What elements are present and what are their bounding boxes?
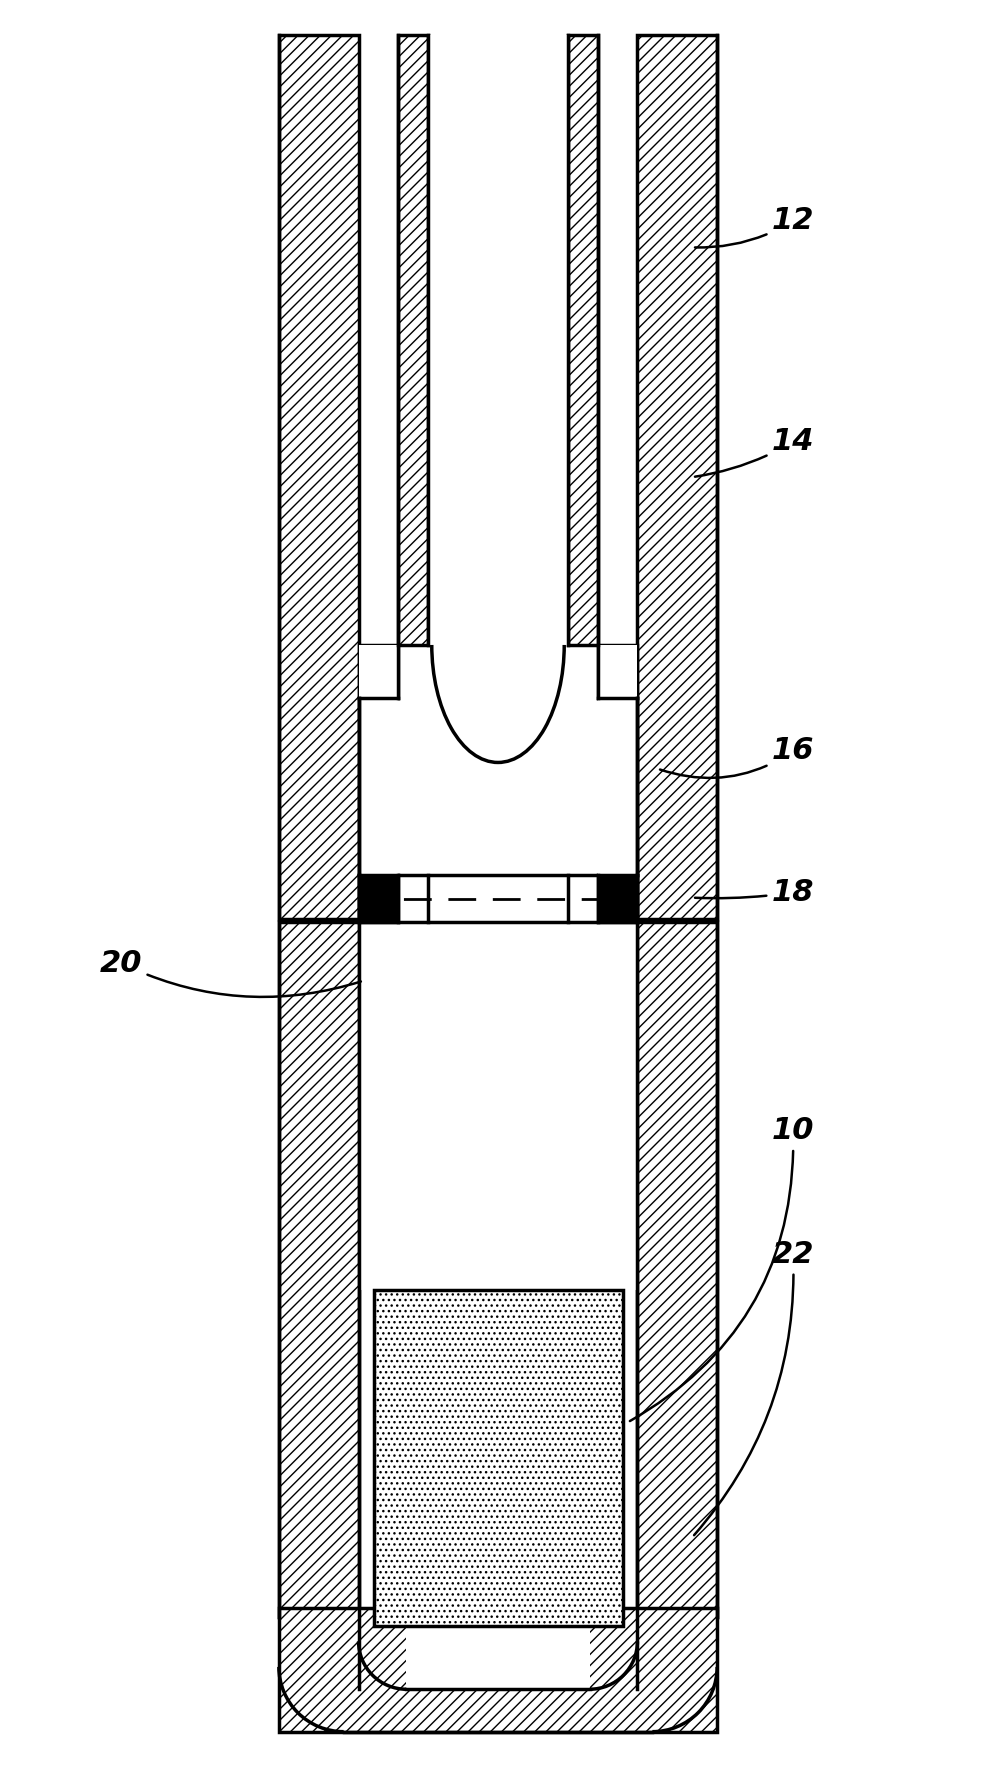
Bar bbox=[598, 875, 637, 922]
Bar bbox=[428, 35, 568, 645]
Bar bbox=[359, 645, 398, 698]
Bar bbox=[398, 35, 428, 645]
Bar bbox=[637, 922, 717, 1617]
Text: 22: 22 bbox=[694, 1240, 815, 1536]
Text: 10: 10 bbox=[629, 1117, 815, 1421]
Bar bbox=[359, 922, 637, 1290]
Bar bbox=[359, 875, 398, 922]
Bar bbox=[359, 645, 398, 698]
Bar bbox=[279, 1608, 717, 1732]
Bar bbox=[374, 1290, 622, 1626]
Text: 14: 14 bbox=[695, 428, 815, 477]
Text: 12: 12 bbox=[695, 207, 815, 247]
Bar bbox=[428, 698, 568, 875]
Bar bbox=[598, 698, 637, 875]
Bar bbox=[279, 922, 359, 1617]
Bar bbox=[406, 1626, 590, 1689]
Bar bbox=[637, 35, 717, 919]
Text: 18: 18 bbox=[695, 878, 815, 906]
Text: 20: 20 bbox=[100, 949, 361, 997]
Bar bbox=[428, 35, 568, 645]
Bar bbox=[279, 35, 359, 919]
Bar bbox=[568, 35, 598, 645]
Text: 16: 16 bbox=[660, 737, 815, 777]
Bar bbox=[359, 698, 398, 875]
Bar bbox=[359, 875, 637, 919]
Bar bbox=[598, 645, 637, 698]
Bar bbox=[598, 645, 637, 698]
